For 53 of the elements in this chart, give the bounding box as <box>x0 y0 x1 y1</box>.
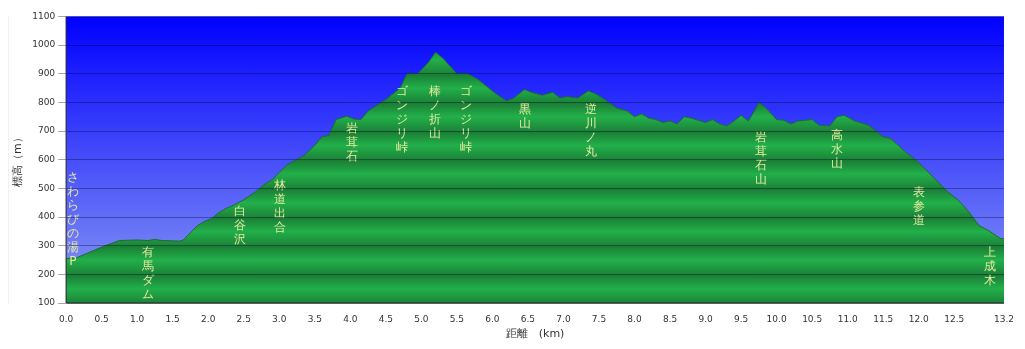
annotation: 上成木 <box>984 245 997 288</box>
x-tick-label: 6.5 <box>520 313 536 324</box>
y-tick-label: 600 <box>37 154 56 165</box>
y-tick-label: 200 <box>37 268 56 279</box>
x-tick-label: 5.5 <box>449 313 465 324</box>
annotation: 棒ノ折山 <box>429 83 442 140</box>
annotation: 黒山 <box>519 101 532 130</box>
annotation: 表参道 <box>912 185 925 228</box>
annotation: 岩茸石山 <box>755 130 768 187</box>
y-tick-label: 700 <box>37 125 56 136</box>
x-tick-label: 10.5 <box>802 313 823 324</box>
annotation: ゴンジリ峠 <box>396 83 410 154</box>
x-tick-label: 0.5 <box>94 313 109 324</box>
x-tick-label: 1.5 <box>165 313 180 324</box>
y-tick-label: 400 <box>37 211 56 222</box>
x-tick-label: 6.0 <box>485 313 500 324</box>
x-tick-label: 2.5 <box>236 313 251 324</box>
x-tick-label: 0.0 <box>58 313 74 324</box>
y-tick-label: 100 <box>37 297 56 308</box>
x-tick-label: 8.0 <box>627 313 642 324</box>
y-axis-title: 標高（m） <box>11 132 25 188</box>
x-tick-label: 12.5 <box>944 313 965 324</box>
x-tick-label: 8.5 <box>662 313 678 324</box>
annotation: 高水山 <box>830 128 843 171</box>
annotation: ゴンジリ峠 <box>460 83 474 154</box>
x-tick-label: 7.0 <box>556 313 571 324</box>
x-tick-label: 9.5 <box>733 313 749 324</box>
x-tick-label: 4.0 <box>343 313 358 324</box>
y-tick-label: 1000 <box>32 39 56 50</box>
x-tick-label: 11.5 <box>873 313 894 324</box>
annotation: 逆川ノ丸 <box>585 101 598 158</box>
x-tick-label: 2.0 <box>201 313 216 324</box>
x-tick-label: 3.0 <box>272 313 287 324</box>
x-tick-label: 10.0 <box>766 313 787 324</box>
x-tick-label: 3.5 <box>307 313 322 324</box>
x-tick-label: 11.0 <box>837 313 858 324</box>
x-tick-label: 7.5 <box>591 313 607 324</box>
x-axis-title: 距離 (km) <box>505 327 565 341</box>
y-tick-label: 900 <box>37 68 56 79</box>
x-tick-label: 9.0 <box>698 313 713 324</box>
annotation: 岩茸石 <box>345 120 358 163</box>
x-tick-label: 12.0 <box>908 313 930 324</box>
annotation: 有馬ダム <box>140 245 155 302</box>
y-tick-label: 300 <box>37 240 56 251</box>
y-tick-label: 1100 <box>32 10 56 21</box>
y-tick-label: 500 <box>37 182 56 193</box>
x-tick-label: 13.2 <box>993 313 1014 324</box>
x-tick-label: 5.0 <box>414 313 429 324</box>
y-tick-label: 800 <box>37 96 56 107</box>
x-tick-label: 1.0 <box>129 313 145 324</box>
x-tick-label: 4.5 <box>378 313 393 324</box>
annotation: 白谷沢 <box>233 204 246 247</box>
annotation: 林道出合 <box>272 177 286 234</box>
